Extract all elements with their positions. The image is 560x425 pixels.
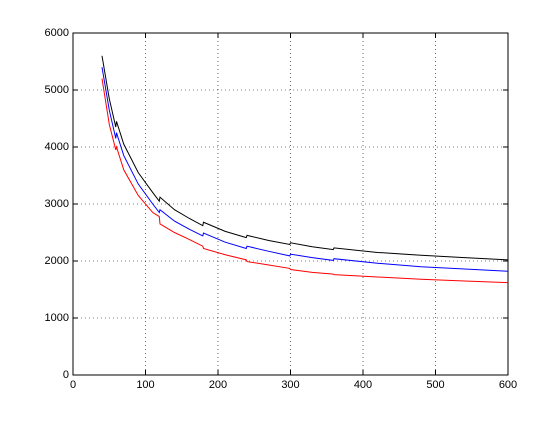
axes-box bbox=[72, 32, 509, 376]
y-tick-label: 2000 bbox=[45, 255, 69, 267]
x-tick-label: 0 bbox=[70, 379, 76, 391]
y-tick-label: 0 bbox=[63, 369, 69, 381]
x-tick-label: 300 bbox=[281, 379, 299, 391]
y-tick-label: 1000 bbox=[45, 312, 69, 324]
x-tick-label: 200 bbox=[209, 379, 227, 391]
data-line bbox=[101, 67, 509, 272]
x-tick-label: 400 bbox=[354, 379, 372, 391]
x-tick-label: 600 bbox=[499, 379, 517, 391]
y-tick-label: 5000 bbox=[45, 84, 69, 96]
plot-area bbox=[73, 33, 508, 375]
x-tick-label: 100 bbox=[136, 379, 154, 391]
y-tick-label: 4000 bbox=[45, 141, 69, 153]
data-line bbox=[101, 78, 509, 284]
y-tick-label: 3000 bbox=[45, 198, 69, 210]
y-tick-label: 6000 bbox=[45, 27, 69, 39]
data-line bbox=[101, 55, 509, 261]
x-tick-label: 500 bbox=[426, 379, 444, 391]
